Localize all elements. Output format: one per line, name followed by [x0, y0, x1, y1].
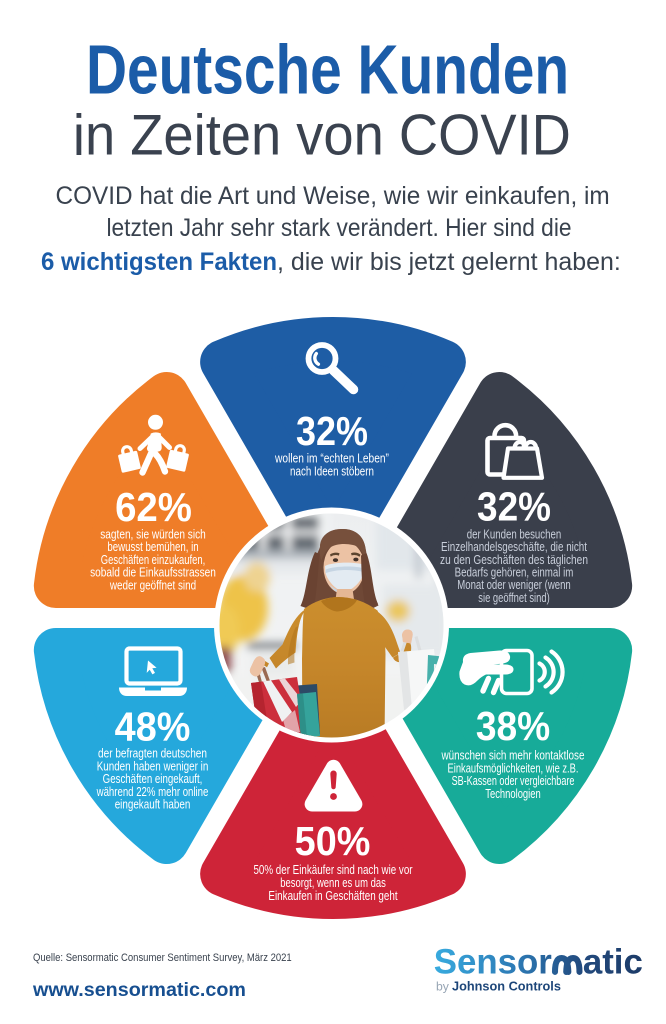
svg-text:www.sensormatic.com: www.sensormatic.com: [32, 979, 246, 1001]
svg-text:während 22% mehr online: während 22% mehr online: [96, 786, 209, 800]
svg-text:38%: 38%: [476, 705, 550, 750]
svg-text:Geschäften eingekauft,: Geschäften eingekauft,: [103, 773, 203, 787]
svg-text:der Kunden besuchen: der Kunden besuchen: [467, 528, 561, 542]
svg-text:nach Ideen stöbern: nach Ideen stöbern: [290, 465, 374, 478]
svg-text:48%: 48%: [115, 704, 191, 750]
svg-text:COVID hat die Art und Weise, w: COVID hat die Art und Weise, wie wir ein…: [56, 183, 610, 210]
svg-text:32%: 32%: [296, 409, 368, 455]
svg-text:Einkaufsmöglichkeiten, wie z.B: Einkaufsmöglichkeiten, wie z.B.: [448, 762, 579, 776]
svg-text:Quelle: Sensormatic Consumer S: Quelle: Sensormatic Consumer Sentiment S…: [33, 953, 292, 965]
svg-text:Deutsche Kunden: Deutsche Kunden: [86, 30, 569, 109]
svg-text:Monat oder weniger (wenn: Monat oder weniger (wenn: [457, 579, 570, 593]
svg-text:SB-Kassen oder vergleichbare: SB-Kassen oder vergleichbare: [452, 775, 575, 789]
svg-text:, die wir bis jetzt gelernt ha: , die wir bis jetzt gelernt haben:: [277, 249, 621, 276]
svg-text:32%: 32%: [477, 485, 551, 530]
svg-text:bewusst bemühen, in: bewusst bemühen, in: [107, 541, 198, 555]
svg-text:sobald die Einkaufsstrassen: sobald die Einkaufsstrassen: [90, 567, 216, 580]
svg-text:zu den Geschäften des tägliche: zu den Geschäften des täglichen: [440, 554, 588, 567]
svg-text:atic: atic: [583, 942, 643, 981]
svg-text:Sensor: Sensor: [434, 942, 552, 981]
svg-text:sie geöffnet sind): sie geöffnet sind): [478, 592, 550, 606]
svg-text:wollen im “echten Leben”: wollen im “echten Leben”: [274, 452, 389, 465]
svg-text:Kunden haben weniger in: Kunden haben weniger in: [97, 760, 209, 773]
svg-text:wünschen sich mehr kontaktlose: wünschen sich mehr kontaktlose: [441, 749, 585, 762]
svg-text:besorgt, wenn es um das: besorgt, wenn es um das: [280, 877, 386, 891]
svg-text:Einkaufen in Geschäften geht: Einkaufen in Geschäften geht: [268, 890, 398, 903]
svg-text:50% der Einkäufer sind nach wi: 50% der Einkäufer sind nach wie vor: [253, 864, 412, 877]
svg-text:eingekauft haben: eingekauft haben: [115, 798, 191, 811]
svg-text:6 wichtigsten Fakten: 6 wichtigsten Fakten: [41, 249, 277, 276]
svg-text:62%: 62%: [115, 485, 192, 530]
svg-text:in Zeiten von COVID: in Zeiten von COVID: [73, 102, 571, 167]
svg-text:weder geöffnet sind: weder geöffnet sind: [109, 579, 196, 592]
svg-text:Einzelhandelsgeschäfte, die ni: Einzelhandelsgeschäfte, die nicht: [441, 541, 588, 554]
svg-text:50%: 50%: [295, 819, 371, 865]
svg-text:by: by: [436, 980, 450, 994]
svg-text:der befragten deutschen: der befragten deutschen: [98, 748, 207, 761]
svg-text:Johnson Controls: Johnson Controls: [452, 978, 561, 993]
svg-text:Bedarfs gehören, einmal im: Bedarfs gehören, einmal im: [455, 566, 574, 580]
svg-text:Technologien: Technologien: [485, 788, 540, 802]
svg-text:Geschäften einzukaufen,: Geschäften einzukaufen,: [101, 554, 205, 568]
svg-text:sagten, sie würden sich: sagten, sie würden sich: [100, 529, 206, 542]
svg-text:letzten Jahr sehr stark veränd: letzten Jahr sehr stark verändert. Hier …: [106, 215, 571, 242]
